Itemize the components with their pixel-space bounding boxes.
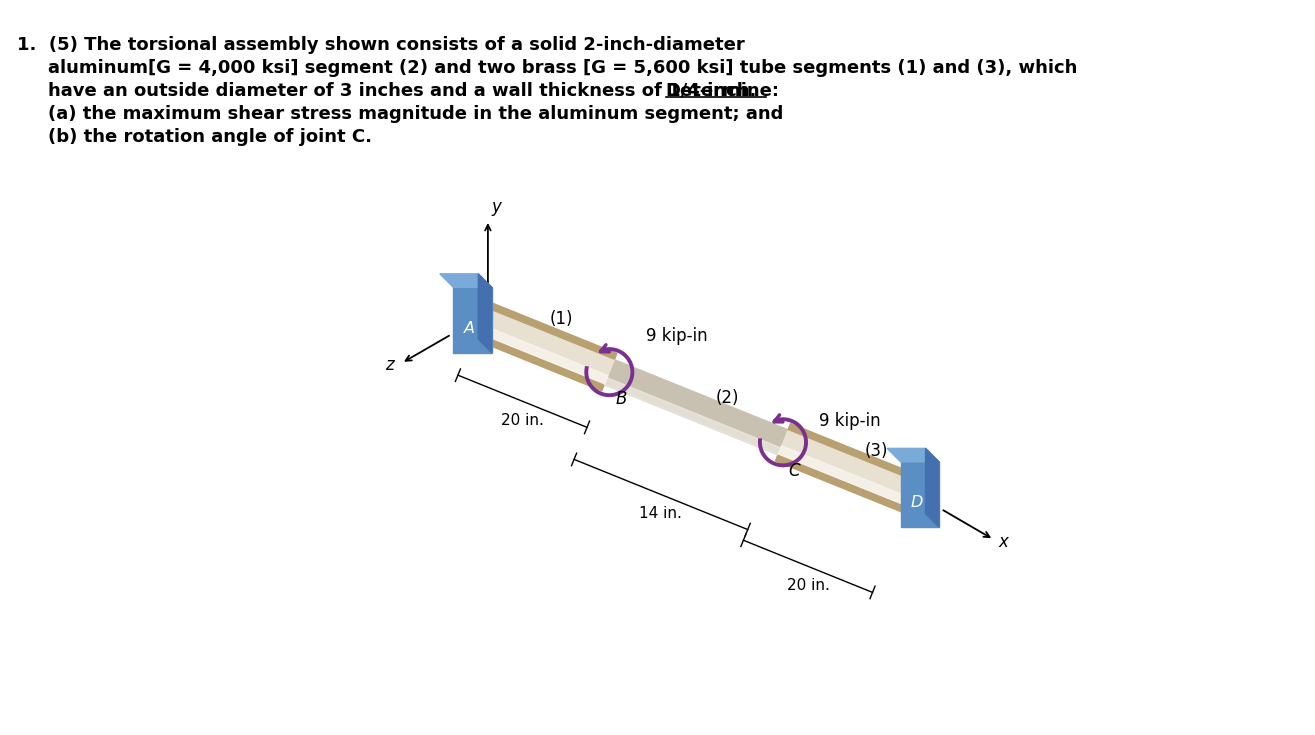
- Text: A: A: [464, 320, 475, 336]
- Text: 14 in.: 14 in.: [639, 506, 682, 521]
- Polygon shape: [776, 423, 919, 513]
- Polygon shape: [778, 445, 911, 506]
- Text: C: C: [789, 462, 801, 480]
- Text: 9 kip-in: 9 kip-in: [819, 412, 881, 430]
- Text: B: B: [615, 390, 626, 408]
- Polygon shape: [888, 448, 939, 462]
- Text: (1): (1): [550, 310, 573, 328]
- Polygon shape: [476, 309, 614, 384]
- Polygon shape: [901, 462, 939, 527]
- Text: Determine:: Determine:: [665, 82, 780, 100]
- Text: D: D: [911, 495, 923, 510]
- Text: aluminum[G = 4,000 ksi] segment (2) and two brass [G = 5,600 ksi] tube segments : aluminum[G = 4,000 ksi] segment (2) and …: [49, 59, 1077, 76]
- Polygon shape: [454, 287, 492, 353]
- Text: (2): (2): [715, 389, 739, 406]
- Text: (3): (3): [865, 442, 889, 460]
- Polygon shape: [479, 274, 492, 353]
- Text: 9 kip-in: 9 kip-in: [646, 326, 707, 345]
- Polygon shape: [778, 431, 917, 506]
- Text: x: x: [998, 533, 1009, 551]
- Text: 20 in.: 20 in.: [501, 413, 544, 428]
- Polygon shape: [472, 301, 617, 391]
- Text: 1.  (5) The torsional assembly shown consists of a solid 2-inch-diameter: 1. (5) The torsional assembly shown cons…: [17, 36, 746, 54]
- Text: have an outside diameter of 3 inches and a wall thickness of 1/4-inch.: have an outside diameter of 3 inches and…: [49, 82, 763, 100]
- Text: y: y: [492, 198, 501, 216]
- Polygon shape: [476, 323, 608, 384]
- Text: 20 in.: 20 in.: [786, 578, 830, 593]
- Polygon shape: [605, 359, 788, 455]
- Text: z: z: [385, 356, 393, 374]
- Text: (b) the rotation angle of joint C.: (b) the rotation angle of joint C.: [49, 128, 372, 146]
- Polygon shape: [926, 448, 939, 527]
- Text: (a) the maximum shear stress magnitude in the aluminum segment; and: (a) the maximum shear stress magnitude i…: [49, 105, 784, 123]
- Polygon shape: [441, 274, 492, 287]
- Polygon shape: [605, 378, 781, 455]
